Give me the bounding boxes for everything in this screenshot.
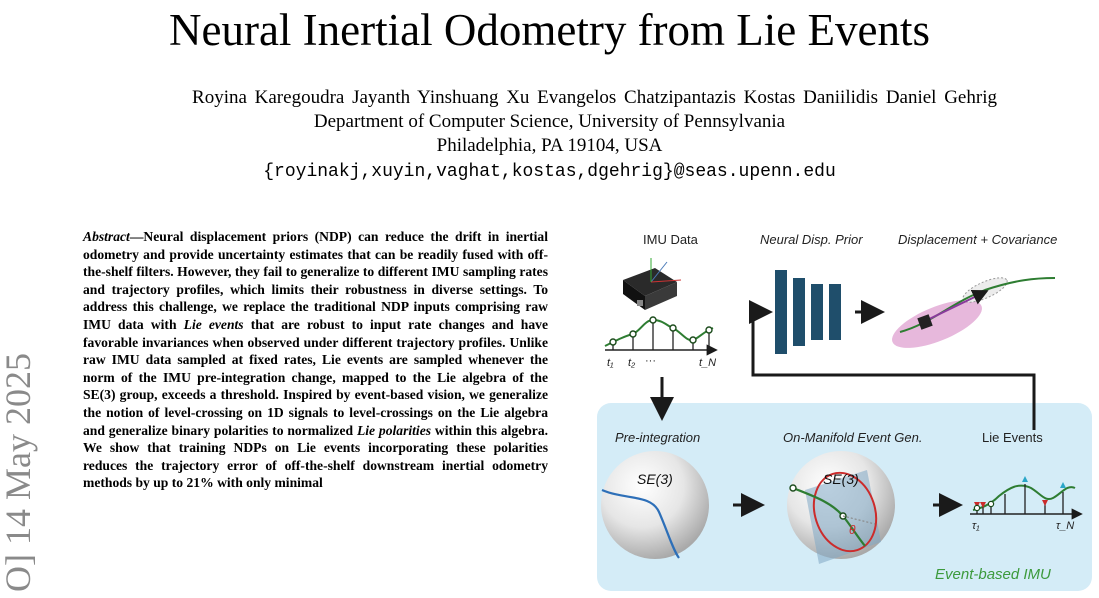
label-pre-integration: Pre-integration: [615, 430, 700, 445]
sphere-label-se3-1: SE(3): [637, 471, 673, 487]
affiliation-address: Philadelphia, PA 19104, USA: [436, 135, 663, 156]
se3-sphere-preintegration: SE(3): [601, 451, 709, 559]
abstract-text-3: within this algebra. We show that traini…: [83, 422, 549, 491]
overview-figure: IMU Data Neural Disp. Prior Displacement…: [585, 220, 1095, 593]
tick-dots: ···: [645, 355, 656, 367]
affiliation-department: Department of Computer Science, Universi…: [313, 111, 786, 132]
tick-tau1: τ₁: [972, 520, 980, 532]
abstract-heading: Abstract: [83, 229, 130, 244]
abstract-text-2: that are robust to input rate changes an…: [83, 316, 548, 438]
arxiv-side-stamp: O] 14 May 2025: [0, 353, 38, 592]
abstract-text-1: Neural displacement priors (NDP) can red…: [83, 229, 548, 332]
label-imu-data: IMU Data: [643, 232, 699, 247]
label-displacement-covariance: Displacement + Covariance: [898, 232, 1057, 247]
sphere-label-se3-2: SE(3): [823, 471, 859, 487]
displacement-covariance-illustration: [892, 277, 1056, 348]
paper-title: Neural Inertial Odometry from Lie Events: [169, 5, 930, 55]
se3-sphere-event-generation: θ SE(3): [787, 451, 895, 564]
abstract-emphasis-lie-events: Lie events: [183, 316, 244, 332]
abstract-dash: —: [129, 229, 144, 244]
label-lie-events: Lie Events: [982, 430, 1043, 445]
label-neural-disp-prior: Neural Disp. Prior: [760, 232, 863, 247]
tick-taun: τ_N: [1056, 520, 1074, 532]
label-on-manifold-event-gen: On-Manifold Event Gen.: [783, 430, 922, 445]
abstract-paragraph: Abstract—Neural displacement priors (NDP…: [83, 228, 548, 492]
lie-events-plot: τ₁ τ_N: [970, 476, 1083, 532]
label-event-based-imu: Event-based IMU: [935, 566, 1051, 583]
imu-signal-plot: t₁ t₂ ··· t_N: [604, 316, 718, 369]
overview-figure-svg: IMU Data Neural Disp. Prior Displacement…: [597, 232, 1092, 591]
neural-network-icon: [775, 270, 841, 354]
tick-tn: t_N: [699, 357, 716, 369]
imu-sensor-icon: [623, 258, 682, 310]
tick-t2: t₂: [628, 357, 636, 369]
abstract-emphasis-lie-polarities: Lie polarities: [356, 422, 432, 438]
author-list: Royina Karegoudra Jayanth Yinshuang Xu E…: [192, 87, 997, 108]
theta-label: θ: [849, 523, 856, 537]
author-emails: {royinakj,xuyin,vaghat,kostas,dgehrig}@s…: [263, 162, 836, 182]
feedback-arrow-lie-events-to-network: [749, 300, 1036, 430]
tick-t1: t₁: [607, 357, 614, 369]
